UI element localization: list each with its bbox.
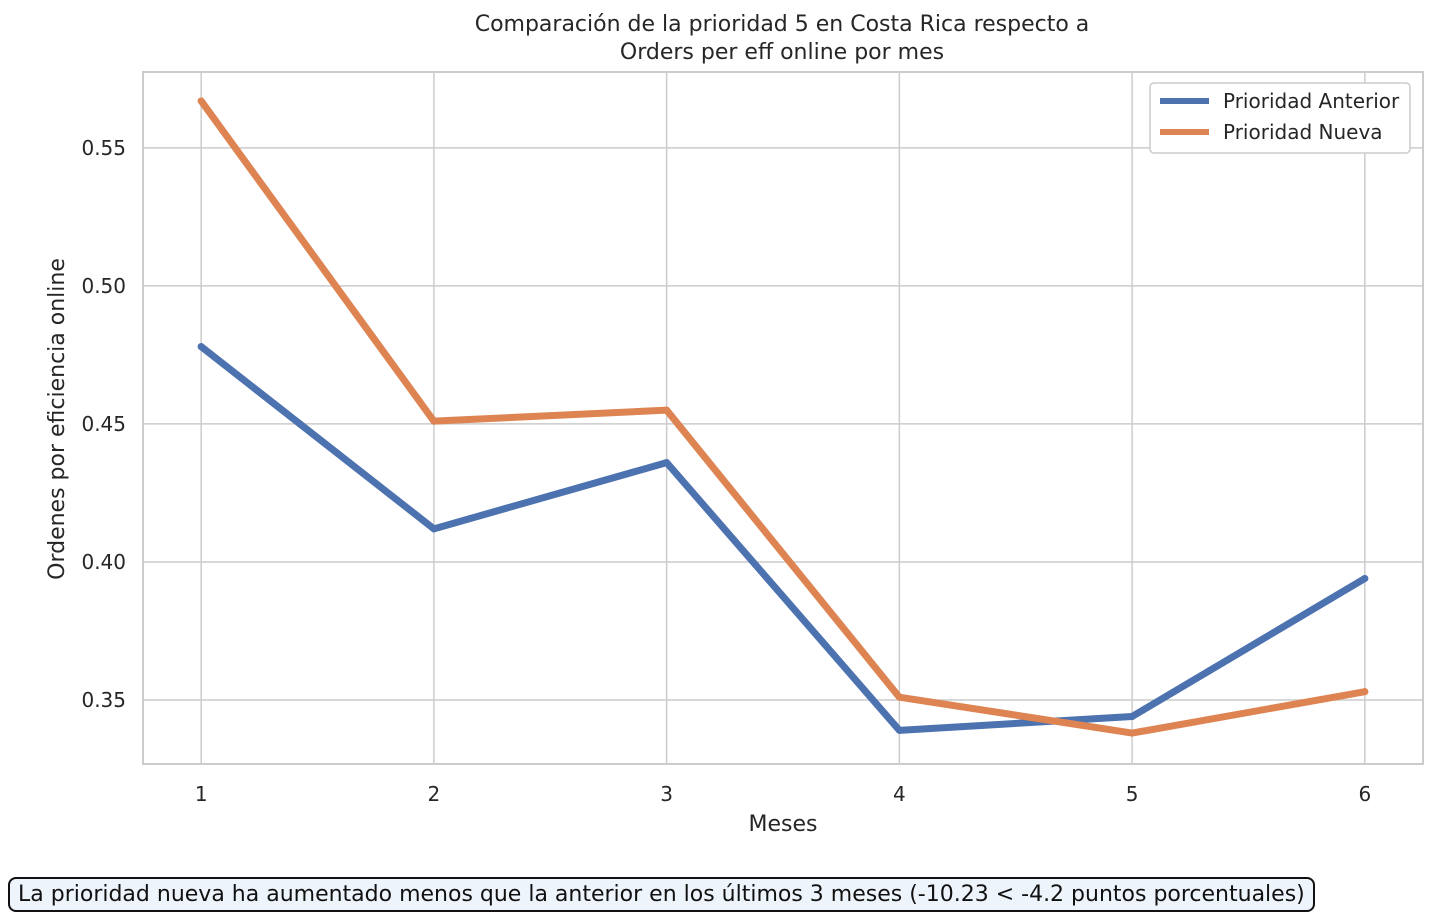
chart-title-line-1: Comparación de la prioridad 5 en Costa R… (474, 12, 1090, 37)
data-point (663, 459, 671, 467)
annotation-box: La prioridad nueva ha aumentado menos qu… (8, 877, 1315, 912)
series-line-prioridad-anterior (197, 343, 1369, 734)
x-tick-label: 4 (893, 782, 906, 806)
y-tick-label: 0.55 (81, 136, 126, 160)
series-group (197, 97, 1369, 737)
data-point (197, 343, 205, 351)
series-line-prioridad-nueva (197, 97, 1369, 737)
y-axis-label: Ordenes por eficiencia online (45, 258, 70, 580)
legend: Prioridad Anterior Prioridad Nueva (1149, 82, 1411, 154)
x-tick-label: 2 (428, 782, 441, 806)
y-tick-label: 0.40 (81, 550, 126, 574)
data-point (663, 406, 671, 414)
data-point (1128, 729, 1136, 737)
data-point (1128, 713, 1136, 721)
y-tick-label: 0.45 (81, 412, 126, 436)
data-point (197, 97, 205, 105)
x-tick-label: 3 (660, 782, 673, 806)
data-point (1361, 688, 1369, 696)
x-axis-label: Meses (749, 812, 818, 837)
legend-frame (1149, 82, 1411, 154)
x-tick-label: 6 (1358, 782, 1371, 806)
data-point (1361, 575, 1369, 583)
data-point (895, 726, 903, 734)
legend-label-prioridad-anterior: Prioridad Anterior (1223, 89, 1400, 113)
grid (143, 72, 1423, 764)
x-tick-label: 1 (195, 782, 208, 806)
chart-title-line-2: Orders per eff online por mes (619, 40, 945, 65)
y-tick-label: 0.35 (81, 688, 126, 712)
plot-area-frame (142, 71, 1424, 765)
data-point (430, 417, 438, 425)
legend-label-prioridad-nueva: Prioridad Nueva (1223, 120, 1383, 144)
x-tick-label: 5 (1126, 782, 1139, 806)
y-tick-label: 0.50 (81, 274, 126, 298)
tick-labels: 1 2 3 4 5 6 0.35 0.40 0.45 0.50 0.55 (81, 136, 1371, 806)
data-point (895, 693, 903, 701)
data-point (430, 525, 438, 533)
